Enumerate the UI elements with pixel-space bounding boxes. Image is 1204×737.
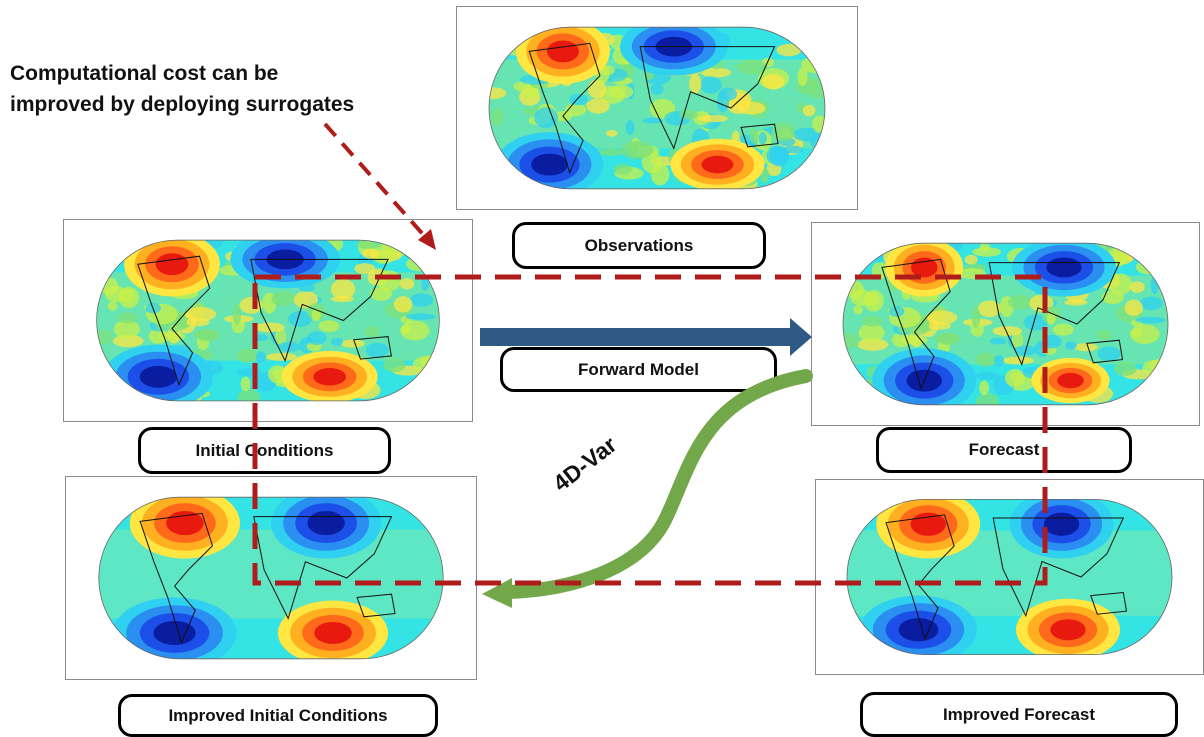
annotation-line-2: improved by deploying surrogates (10, 93, 355, 116)
globe-map-graphic (98, 496, 444, 660)
observations-label: Observations (512, 222, 766, 269)
improved-forecast-map-panel (815, 479, 1204, 675)
annotation-line-1: Computational cost can be (10, 62, 279, 85)
globe-map-graphic (842, 242, 1169, 406)
forecast-label: Forecast (876, 427, 1132, 473)
curved-arrow-icon (482, 369, 813, 608)
surrogate-annotation: Computational cost can be improved by de… (10, 58, 354, 120)
globe-map-graphic (96, 239, 440, 402)
forecast-map-panel (811, 222, 1200, 426)
improved-initial-conditions-map-panel (65, 476, 477, 680)
improved-initial-conditions-label: Improved Initial Conditions (118, 694, 438, 737)
globe-map-graphic (846, 498, 1173, 655)
four-d-var-label: 4D-Var (548, 431, 622, 497)
globe-map-graphic (488, 26, 826, 190)
observations-map-panel (456, 6, 858, 210)
improved-forecast-label: Improved Forecast (860, 692, 1178, 737)
forward-model-label: Forward Model (500, 347, 777, 392)
initial-conditions-map-panel (63, 219, 473, 422)
initial-conditions-label: Initial Conditions (138, 427, 391, 474)
